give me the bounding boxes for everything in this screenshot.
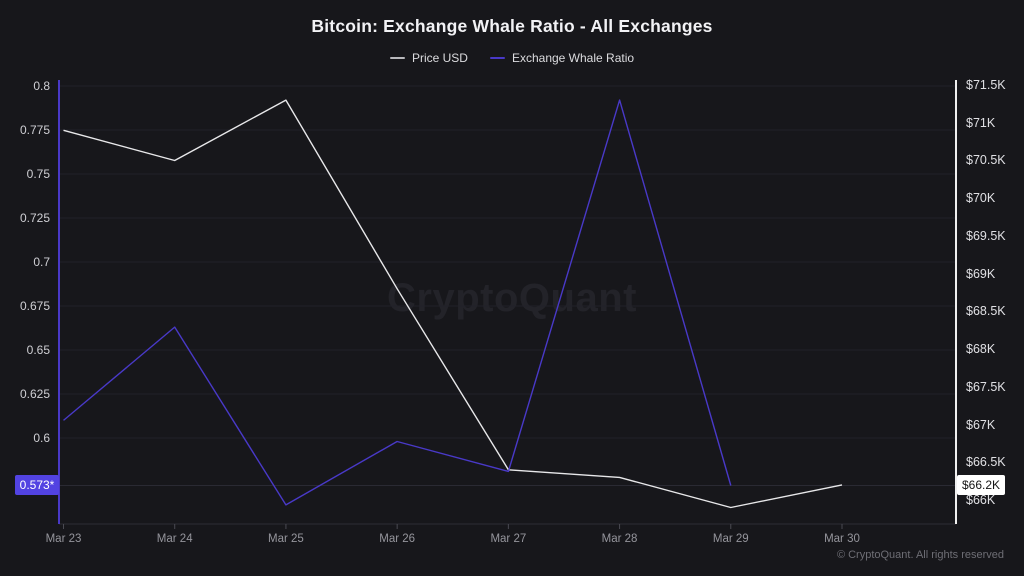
cryptoquant-watermark: CryptoQuant [387,276,637,320]
left-axis-tick: 0.675 [19,299,50,313]
latest-whale-ratio-badge: 0.573* [15,475,59,495]
legend: Price USD Exchange Whale Ratio [0,49,1024,67]
right-axis-tick: $69K [966,266,996,281]
right-axis-tick: $68K [966,342,996,357]
latest-price-badge: $66.2K [957,475,1005,495]
right-axis-tick: $70.5K [966,153,1006,168]
legend-label: Exchange Whale Ratio [511,51,635,65]
right-axis-tick: $67.5K [966,379,1006,394]
left-axis-tick: 0.775 [19,123,50,137]
legend-item-price-usd[interactable]: Price USD [389,51,468,65]
left-axis-tick: 0.7 [33,255,50,269]
x-axis-tick: Mar 25 [268,533,304,545]
left-axis-tick: 0.625 [19,387,50,401]
left-axis-tick: 0.65 [26,343,50,357]
right-axis-tick: $69.5K [966,228,1006,243]
x-axis-tick: Mar 28 [601,533,638,545]
right-axis-tick: $68.5K [966,304,1006,319]
x-axis-tick: Mar 24 [156,533,193,545]
left-axis-tick: 0.75 [26,167,50,181]
x-axis-tick: Mar 26 [379,533,416,545]
legend-swatch [489,57,505,59]
chart-title: Bitcoin: Exchange Whale Ratio - All Exch… [311,16,713,36]
right-axis-tick: $71.5K [966,78,1006,92]
right-axis-tick: $67K [966,417,996,432]
legend-label: Price USD [411,51,468,65]
copyright-notice: © CryptoQuant. All rights reserved [836,549,1004,561]
right-axis-tick: $66.5K [966,455,1006,470]
x-axis-tick: Mar 29 [712,533,749,545]
legend-item-exchange-whale-ratio[interactable]: Exchange Whale Ratio [489,51,635,65]
left-axis-tick: 0.8 [33,79,50,93]
legend-swatch [389,57,405,59]
series-line-price-usd [63,99,843,509]
right-axis-tick: $70K [966,191,996,206]
left-axis-tick: 0.6 [33,431,50,445]
series-line-exchange-whale-ratio [63,99,732,506]
right-axis-tick: $66K [966,492,996,507]
right-axis-tick: $71K [966,115,996,130]
x-axis-tick: Mar 30 [824,533,860,545]
left-axis-tick: 0.725 [19,211,50,225]
x-axis-tick: Mar 23 [45,533,82,545]
x-axis-tick: Mar 27 [490,533,527,545]
